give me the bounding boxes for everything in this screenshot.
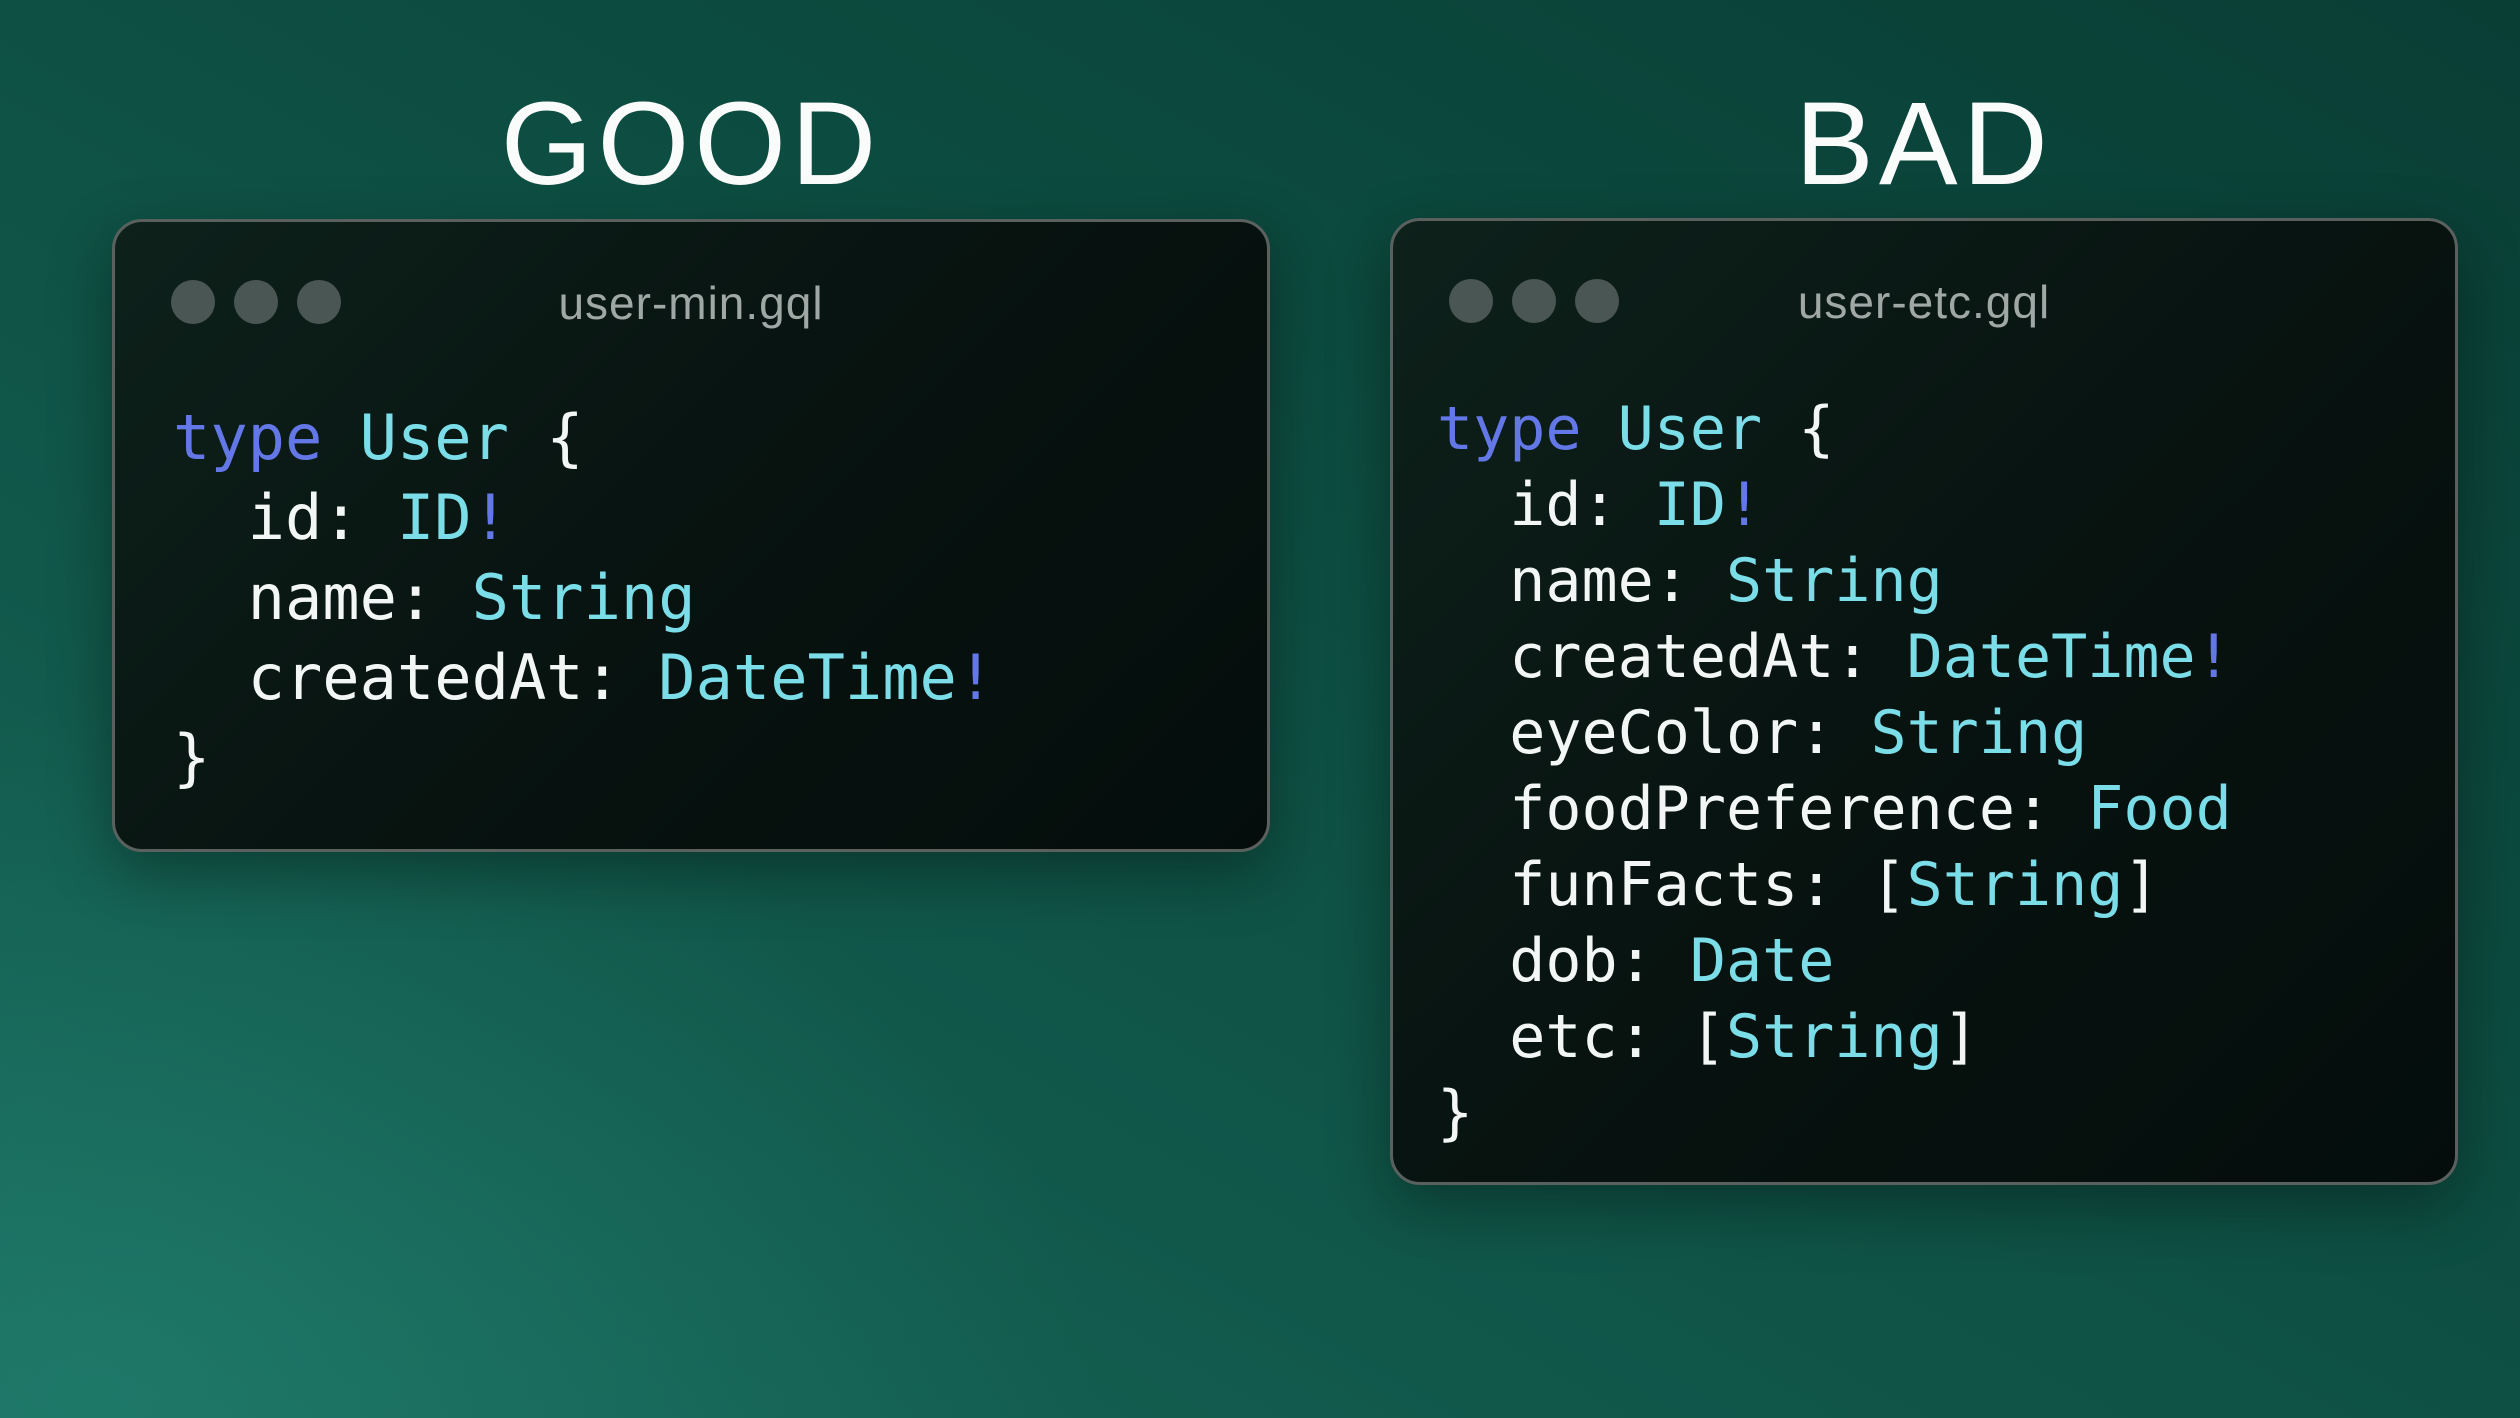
code-token-plain: id: — [173, 481, 397, 554]
window-controls — [171, 280, 341, 324]
bad-code-block: type User { id: ID! name: String created… — [1437, 391, 2232, 1151]
code-token-plain: name: — [1437, 546, 1726, 616]
code-line: id: ID! — [1437, 467, 2232, 543]
code-token-plain: { — [508, 401, 584, 474]
window-control-dot-icon — [297, 280, 341, 324]
code-token-plain: createdAt: — [173, 641, 659, 714]
code-token-plain: id: — [1437, 470, 1654, 540]
code-token-kw: ! — [956, 641, 995, 714]
code-token-type: String — [1725, 546, 1943, 616]
code-token-kw: type — [1437, 394, 1582, 464]
code-line: funFacts: [String] — [1437, 847, 2232, 923]
code-line: createdAt: DateTime! — [1437, 619, 2232, 695]
code-token-plain: funFacts: [ — [1437, 850, 1907, 920]
code-line: dob: Date — [1437, 923, 2232, 999]
code-token-plain: createdAt: — [1437, 622, 1907, 692]
good-code-window: user-min.gql type User { id: ID! name: S… — [112, 219, 1270, 852]
bad-code-window: user-etc.gql type User { id: ID! name: S… — [1390, 218, 2458, 1185]
code-token-type: User — [359, 401, 509, 474]
code-token-plain: } — [1437, 1078, 1474, 1148]
code-token-kw: ! — [471, 481, 509, 554]
code-token-plain — [1582, 394, 1618, 464]
code-token-plain: name: — [173, 561, 472, 634]
code-token-kw: ! — [1726, 470, 1763, 540]
code-token-plain: dob: — [1437, 926, 1690, 996]
code-token-type: User — [1617, 394, 1763, 464]
code-token-plain: foodPreference: — [1437, 774, 2088, 844]
good-window-filename: user-min.gql — [558, 277, 824, 329]
code-token-type: ID — [1653, 470, 1726, 540]
code-line: id: ID! — [173, 478, 994, 558]
code-line: } — [1437, 1075, 2232, 1151]
code-line: name: String — [173, 558, 994, 638]
code-token-kw: type — [173, 401, 323, 474]
code-line: createdAt: DateTime! — [173, 638, 995, 718]
code-line: type User { — [173, 398, 994, 478]
good-section-title: GOOD — [500, 78, 882, 210]
code-token-type: ID — [396, 481, 472, 554]
good-code-block: type User { id: ID! name: String created… — [173, 398, 994, 798]
good-window-titlebar: user-min.gql — [115, 222, 1267, 347]
bad-window-titlebar: user-etc.gql — [1393, 221, 2455, 346]
window-controls — [1449, 279, 1619, 323]
window-control-dot-icon — [171, 280, 215, 324]
window-control-dot-icon — [1575, 279, 1619, 323]
code-line: etc: [String] — [1437, 999, 2232, 1075]
code-token-type: DateTime — [658, 641, 957, 714]
code-token-type: String — [1870, 698, 2088, 768]
bad-section-title: BAD — [1795, 78, 2053, 210]
window-control-dot-icon — [1512, 279, 1556, 323]
code-token-type: DateTime — [1906, 622, 2196, 692]
code-token-plain: eyeColor: — [1437, 698, 1871, 768]
code-line: name: String — [1437, 543, 2232, 619]
code-token-plain: ] — [2123, 850, 2160, 920]
code-token-type: Food — [2087, 774, 2232, 844]
code-token-plain — [322, 401, 359, 474]
code-line: eyeColor: String — [1437, 695, 2232, 771]
code-token-kw: ! — [2195, 622, 2232, 692]
window-control-dot-icon — [234, 280, 278, 324]
bad-window-filename: user-etc.gql — [1797, 276, 2051, 328]
code-line: } — [173, 718, 994, 798]
code-token-type: String — [471, 561, 696, 634]
code-line: foodPreference: Food — [1437, 771, 2232, 847]
window-control-dot-icon — [1449, 279, 1493, 323]
code-token-type: String — [1725, 1002, 1943, 1072]
code-token-plain: etc: [ — [1437, 1002, 1726, 1072]
code-token-type: Date — [1689, 926, 1835, 996]
code-line: type User { — [1437, 391, 2232, 467]
code-token-type: String — [1906, 850, 2124, 920]
code-token-plain: ] — [1942, 1002, 1979, 1072]
code-token-plain: { — [1762, 394, 1835, 464]
code-token-plain: } — [173, 721, 211, 794]
